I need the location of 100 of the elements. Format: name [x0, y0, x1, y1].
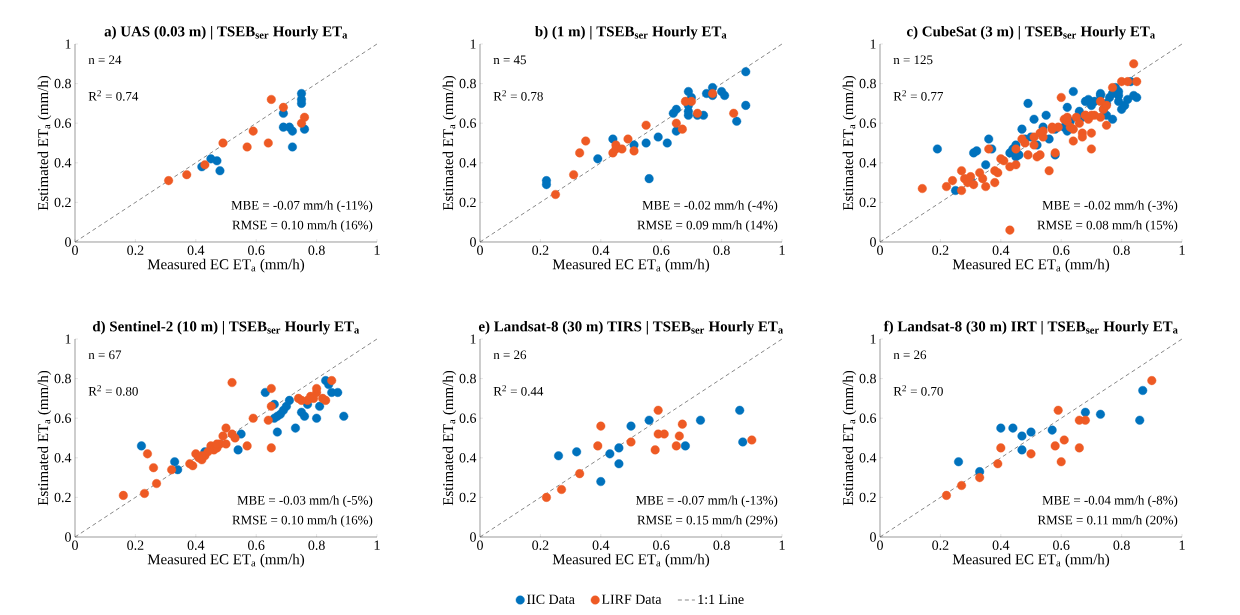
chart-title: f) Landsat-8 (30 m) IRT | TSEB$_{ser}$ Hourly ET$_{a}$ — [883, 320, 1178, 335]
y-tick-label: 0.8 — [459, 78, 476, 89]
annotation: MBE = -0.02 mm/h (-4%) — [642, 200, 778, 213]
x-tick-label: 0.4 — [992, 540, 1010, 550]
annotation: MBE = -0.07 mm/h (-13%) — [635, 495, 778, 508]
x-axis-title: Measured EC ET$_{a}$ (mm/h) — [952, 553, 1110, 568]
x-tick-label: 1 — [779, 245, 785, 255]
annotation: R$^{2}$ = 0.77 — [893, 90, 944, 101]
y-tick-label: 1 — [870, 334, 876, 344]
y-tick-label: 0.6 — [54, 118, 72, 128]
annotation: n = 24 — [88, 55, 122, 65]
x-tick-label: 0.4 — [187, 540, 205, 550]
x-tick-label: 1 — [374, 245, 380, 255]
y-tick-label: 0 — [870, 237, 876, 247]
y-tick-label: 0 — [470, 532, 476, 542]
y-axis-title: Estimated ET$_{a}$ (mm/h) — [842, 75, 857, 211]
x-tick-label: 1 — [1179, 540, 1185, 550]
x-tick-label: 0.6 — [1053, 245, 1070, 255]
y-axis-title: Estimated ET$_{a}$ (mm/h) — [442, 75, 457, 211]
y-tick-label: 0.8 — [54, 373, 71, 384]
x-tick-label: 0.8 — [1113, 245, 1130, 255]
annotation: RMSE = 0.11 mm/h (20%) — [1037, 515, 1178, 528]
annotation: RMSE = 0.08 mm/h (15%) — [1037, 220, 1178, 233]
x-tick-label: 1 — [374, 540, 380, 550]
y-tick-label: 0.2 — [54, 197, 71, 208]
y-tick-label: 1 — [870, 39, 876, 49]
y-tick-label: 0.2 — [54, 492, 71, 503]
y-axis-title: Estimated ET$_{a}$ (mm/h) — [842, 370, 857, 506]
y-tick-label: 0.2 — [459, 492, 476, 503]
annotation: R$^{2}$ = 0.80 — [88, 385, 138, 396]
x-tick-label: 0.2 — [127, 540, 144, 550]
y-tick-label: 0.8 — [859, 78, 876, 89]
legend-label: IIC Data — [527, 594, 575, 605]
y-tick-label: 0.6 — [859, 118, 877, 128]
y-tick-label: 0.4 — [54, 453, 72, 463]
y-tick-label: 0 — [65, 237, 71, 247]
x-tick-label: 0.6 — [248, 245, 265, 255]
annotation: MBE = -0.03 mm/h (-5%) — [237, 495, 373, 508]
annotation: R$^{2}$ = 0.78 — [493, 90, 543, 101]
y-tick-label: 1 — [470, 39, 476, 49]
y-tick-label: 0.6 — [54, 413, 72, 423]
annotation: RMSE = 0.10 mm/h (16%) — [232, 515, 373, 528]
y-tick-label: 0 — [65, 532, 71, 542]
x-tick-label: 0.2 — [932, 245, 949, 255]
y-axis-title: Estimated ET$_{a}$ (mm/h) — [442, 370, 457, 506]
y-axis-title: Estimated ET$_{a}$ (mm/h) — [37, 75, 52, 211]
x-tick-label: 0.8 — [1113, 540, 1130, 550]
x-tick-label: 1 — [779, 540, 785, 550]
x-axis-title: Measured EC ET$_{a}$ (mm/h) — [552, 553, 710, 568]
x-tick-label: 0.4 — [592, 245, 610, 255]
annotation: MBE = -0.02 mm/h (-3%) — [1042, 200, 1178, 213]
x-tick-label: 0.4 — [187, 245, 205, 255]
x-tick-label: 0.8 — [713, 540, 730, 550]
y-tick-label: 1 — [470, 334, 476, 344]
x-tick-label: 0.6 — [1053, 540, 1070, 550]
chart-title: e) Landsat-8 (30 m) TIRS | TSEB$_{ser}$ Hourly ET$_{a}$ — [478, 320, 783, 335]
y-tick-label: 0.8 — [54, 78, 71, 89]
y-tick-label: 1 — [65, 334, 71, 344]
y-tick-label: 0.6 — [459, 413, 477, 423]
x-tick-label: 0.6 — [248, 540, 265, 550]
annotation: RMSE = 0.10 mm/h (16%) — [232, 220, 373, 233]
y-tick-label: 0.4 — [54, 158, 72, 168]
x-axis-title: Measured EC ET$_{a}$ (mm/h) — [552, 258, 710, 273]
legend-label: LIRF Data — [601, 594, 662, 604]
annotation: n = 45 — [493, 55, 526, 65]
annotation: RMSE = 0.09 mm/h (14%) — [637, 220, 778, 233]
y-tick-label: 0.4 — [459, 158, 477, 168]
x-axis-title: Measured EC ET$_{a}$ (mm/h) — [147, 258, 305, 273]
y-tick-label: 0.4 — [459, 453, 477, 463]
annotation: RMSE = 0.15 mm/h (29%) — [637, 515, 778, 528]
annotation: R$^{2}$ = 0.70 — [893, 385, 943, 396]
chart-title: c) CubeSat (3 m) | TSEB$_{ser}$ Hourly ET$_{a}$ — [906, 25, 1155, 40]
x-tick-label: 0.2 — [532, 245, 549, 255]
annotation: n = 26 — [893, 350, 927, 360]
annotation: n = 26 — [493, 350, 527, 360]
y-tick-label: 0.6 — [459, 118, 477, 128]
x-tick-label: 1 — [1179, 245, 1185, 255]
x-tick-label: 0.6 — [653, 540, 670, 550]
x-tick-label: 0.6 — [653, 245, 670, 255]
x-tick-label: 0.2 — [932, 540, 949, 550]
y-axis-title: Estimated ET$_{a}$ (mm/h) — [37, 370, 52, 506]
legend-label: 1:1 Line — [698, 594, 744, 605]
y-tick-label: 0.6 — [859, 413, 877, 423]
annotation: R$^{2}$ = 0.44 — [493, 385, 544, 396]
annotation: n = 125 — [893, 55, 933, 65]
x-tick-label: 0.8 — [308, 540, 325, 550]
x-tick-label: 0.4 — [592, 540, 610, 550]
y-tick-label: 0.2 — [859, 492, 876, 503]
annotation: R$^{2}$ = 0.74 — [88, 90, 139, 101]
annotation: n = 67 — [88, 350, 122, 360]
y-tick-label: 0 — [470, 237, 476, 247]
y-tick-label: 0.8 — [859, 373, 876, 384]
y-tick-label: 0.4 — [859, 158, 877, 168]
chart-title: b) (1 m) | TSEB$_{ser}$ Hourly ET$_{a}$ — [535, 25, 727, 40]
chart-title: a) UAS (0.03 m) | TSEB$_{ser}$ Hourly ET$_{a}$ — [104, 25, 348, 40]
x-axis-title: Measured EC ET$_{a}$ (mm/h) — [147, 553, 305, 568]
x-tick-label: 0.4 — [992, 245, 1010, 255]
annotation: MBE = -0.07 mm/h (-11%) — [231, 200, 373, 213]
y-tick-label: 0 — [870, 532, 876, 542]
x-axis-title: Measured EC ET$_{a}$ (mm/h) — [952, 258, 1110, 273]
